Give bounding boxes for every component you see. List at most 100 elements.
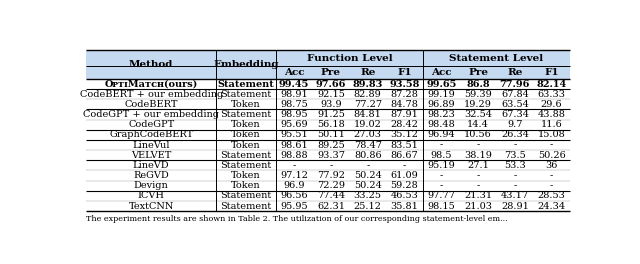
Text: -: -	[366, 161, 369, 170]
Text: 26.34: 26.34	[501, 130, 529, 139]
Text: CodeGPT: CodeGPT	[128, 120, 174, 129]
Text: -: -	[550, 181, 554, 190]
Text: 32.54: 32.54	[464, 110, 492, 119]
Text: Acc: Acc	[284, 68, 305, 77]
Text: 56.18: 56.18	[317, 120, 345, 129]
Text: 93.9: 93.9	[320, 100, 342, 109]
Bar	[86, 79, 570, 89]
Text: 97.66: 97.66	[316, 79, 346, 88]
Bar	[86, 160, 570, 171]
Bar	[86, 140, 570, 150]
Text: Re: Re	[360, 68, 376, 77]
Text: ReGVD: ReGVD	[133, 171, 169, 180]
Text: 93.58: 93.58	[389, 79, 420, 88]
Bar	[86, 181, 570, 191]
Text: Statement Level: Statement Level	[449, 54, 543, 63]
Text: -: -	[440, 181, 443, 190]
Bar	[86, 120, 570, 130]
Text: Token: Token	[231, 130, 261, 139]
Text: 98.23: 98.23	[428, 110, 455, 119]
Bar	[86, 150, 570, 160]
Text: ICVH: ICVH	[138, 191, 164, 200]
Text: 61.09: 61.09	[390, 171, 419, 180]
Text: 97.77: 97.77	[428, 191, 455, 200]
Text: 89.83: 89.83	[353, 79, 383, 88]
Text: -: -	[513, 171, 516, 180]
Bar	[86, 171, 570, 181]
Text: 73.5: 73.5	[504, 151, 525, 160]
Text: 93.37: 93.37	[317, 151, 345, 160]
Text: Acc: Acc	[431, 68, 452, 77]
Text: 87.91: 87.91	[390, 110, 419, 119]
Text: 99.45: 99.45	[279, 79, 309, 88]
Text: -: -	[513, 181, 516, 190]
Text: CodeGPT + our embedding: CodeGPT + our embedding	[83, 110, 220, 119]
Text: -: -	[440, 171, 443, 180]
Text: 95.51: 95.51	[280, 130, 308, 139]
Text: 72.29: 72.29	[317, 181, 345, 190]
Text: 95.19: 95.19	[428, 161, 455, 170]
Text: 96.9: 96.9	[284, 181, 305, 190]
Text: Statement: Statement	[221, 90, 272, 99]
Text: 82.14: 82.14	[536, 79, 567, 88]
Text: 95.69: 95.69	[280, 120, 308, 129]
Text: 59.28: 59.28	[390, 181, 419, 190]
Text: F1: F1	[397, 68, 412, 77]
Text: Token: Token	[231, 100, 261, 109]
Text: 35.12: 35.12	[390, 130, 419, 139]
Bar	[86, 89, 570, 99]
Text: 27.03: 27.03	[354, 130, 381, 139]
Text: 98.48: 98.48	[428, 120, 455, 129]
Text: 46.53: 46.53	[390, 191, 419, 200]
Text: 59.39: 59.39	[464, 90, 492, 99]
Text: 96.56: 96.56	[280, 191, 308, 200]
Text: CodeBERT: CodeBERT	[124, 100, 178, 109]
Text: Statement: Statement	[221, 151, 272, 160]
Text: 98.95: 98.95	[280, 110, 308, 119]
Text: 21.31: 21.31	[464, 191, 492, 200]
Text: 78.47: 78.47	[354, 140, 381, 149]
Text: -: -	[476, 140, 480, 149]
Text: 86.8: 86.8	[467, 79, 490, 88]
Text: 96.94: 96.94	[428, 130, 455, 139]
Text: 63.33: 63.33	[538, 90, 566, 99]
Text: 67.34: 67.34	[501, 110, 529, 119]
Text: -: -	[403, 161, 406, 170]
Text: 33.25: 33.25	[354, 191, 381, 200]
Text: Function Level: Function Level	[307, 54, 392, 63]
Text: Pre: Pre	[321, 68, 341, 77]
Text: -: -	[440, 140, 443, 149]
Text: -: -	[476, 171, 480, 180]
Text: 19.02: 19.02	[354, 120, 381, 129]
Text: 50.11: 50.11	[317, 130, 345, 139]
Text: Token: Token	[231, 140, 261, 149]
Text: 96.89: 96.89	[428, 100, 455, 109]
Text: LineVul: LineVul	[132, 140, 170, 149]
Text: OᴘᴛɪMaᴛᴄʜ(ours): OᴘᴛɪMaᴛᴄʜ(ours)	[104, 79, 198, 88]
Text: 50.24: 50.24	[354, 181, 381, 190]
Text: 24.34: 24.34	[538, 202, 566, 211]
Text: 63.54: 63.54	[501, 100, 529, 109]
Bar	[86, 130, 570, 140]
Text: The experiment results are shown in Table 2. The utilization of our correspondin: The experiment results are shown in Tabl…	[86, 215, 508, 223]
Text: -: -	[292, 161, 296, 170]
Text: 50.26: 50.26	[538, 151, 566, 160]
Text: 36: 36	[545, 161, 558, 170]
Text: CodeBERT + our embedding: CodeBERT + our embedding	[79, 90, 223, 99]
Text: 86.67: 86.67	[390, 151, 419, 160]
Text: 11.6: 11.6	[541, 120, 563, 129]
Text: -: -	[330, 161, 333, 170]
Text: 77.96: 77.96	[500, 79, 530, 88]
Text: 92.15: 92.15	[317, 90, 345, 99]
Text: Token: Token	[231, 120, 261, 129]
Text: 98.15: 98.15	[428, 202, 455, 211]
Text: 28.91: 28.91	[501, 202, 529, 211]
Text: GraphCodeBERT: GraphCodeBERT	[109, 130, 193, 139]
Text: VELVET: VELVET	[131, 151, 172, 160]
Text: 77.27: 77.27	[354, 100, 382, 109]
Text: 98.61: 98.61	[280, 140, 308, 149]
Text: 98.88: 98.88	[280, 151, 308, 160]
Bar	[86, 201, 570, 211]
Text: 38.19: 38.19	[464, 151, 492, 160]
Text: 53.3: 53.3	[504, 161, 525, 170]
